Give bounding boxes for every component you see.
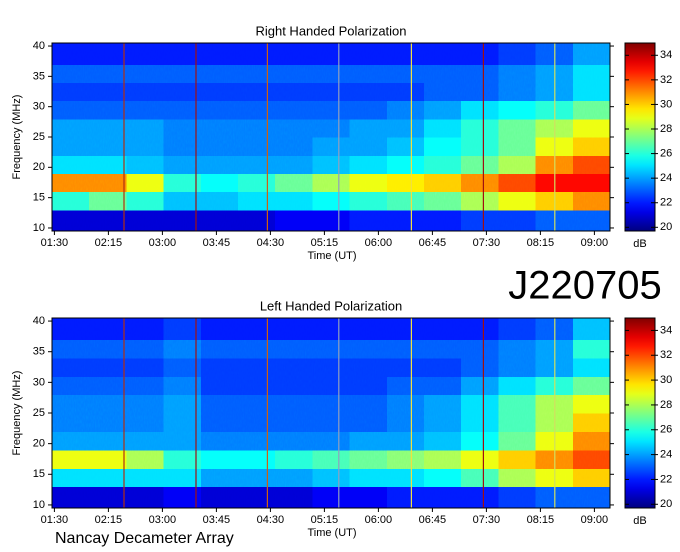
- y-tick-label: 25: [33, 407, 45, 419]
- x-tick-label: 08:15: [527, 514, 555, 526]
- y-tick-label: 35: [33, 70, 45, 82]
- colorbar-tick-label: 28: [660, 123, 672, 135]
- colorbar-tick-label: 32: [660, 74, 672, 86]
- y-tick-label: 20: [33, 161, 45, 173]
- texture: [52, 318, 610, 508]
- texture: [52, 43, 610, 231]
- y-tick-label: 40: [33, 315, 45, 327]
- y-tick-label: 40: [33, 40, 45, 52]
- x-tick-label: 06:00: [365, 237, 393, 249]
- x-tick-label: 03:00: [149, 514, 177, 526]
- x-tick-label: 06:45: [419, 514, 447, 526]
- x-tick-label: 01:30: [41, 514, 69, 526]
- x-tick-label: 06:45: [419, 237, 447, 249]
- colorbar-tick-label: 26: [660, 424, 672, 436]
- colorbar-tick-label: 22: [660, 473, 672, 485]
- y-tick-label: 25: [33, 131, 45, 143]
- y-tick-label: 15: [33, 468, 45, 480]
- colorbar: [624, 317, 656, 509]
- x-tick-label: 04:30: [257, 514, 285, 526]
- x-axis-label: Time (UT): [307, 527, 356, 539]
- heatmap: [52, 43, 610, 231]
- colorbar-tick-label: 28: [660, 399, 672, 411]
- x-tick-label: 09:00: [581, 514, 609, 526]
- y-tick-label: 15: [33, 192, 45, 204]
- x-tick-label: 03:45: [203, 514, 231, 526]
- colorbar: [624, 42, 656, 232]
- x-tick-label: 09:00: [581, 237, 609, 249]
- colorbar-tick-label: 24: [660, 172, 672, 184]
- colorbar-tick-label: 24: [660, 449, 672, 461]
- x-tick-label: 05:15: [311, 514, 339, 526]
- y-tick-label: 10: [33, 222, 45, 234]
- chart-title: Left Handed Polarization: [260, 298, 402, 313]
- y-tick-label: 30: [33, 101, 45, 113]
- colorbar-tick-label: 20: [660, 221, 672, 233]
- x-axis-label: Time (UT): [307, 250, 356, 262]
- heatmap: [52, 318, 610, 508]
- x-tick-label: 02:15: [95, 237, 123, 249]
- observation-id: J220705: [508, 264, 661, 308]
- colorbar-tick-label: 34: [660, 324, 672, 336]
- colorbar-label: dB: [633, 238, 646, 250]
- colorbar-tick-label: 22: [660, 197, 672, 209]
- colorbar-tick-label: 30: [660, 374, 672, 386]
- x-tick-label: 07:30: [473, 237, 501, 249]
- x-tick-label: 08:15: [527, 237, 555, 249]
- colorbar-tick-label: 26: [660, 147, 672, 159]
- colorbar-tick-label: 20: [660, 498, 672, 510]
- x-tick-label: 03:45: [203, 237, 231, 249]
- y-axis-label: Frequency (MHz): [11, 371, 23, 456]
- colorbar-label: dB: [633, 515, 646, 527]
- x-tick-label: 01:30: [41, 237, 69, 249]
- x-tick-label: 06:00: [365, 514, 393, 526]
- colorbar-tick-label: 32: [660, 349, 672, 361]
- x-tick-label: 05:15: [311, 237, 339, 249]
- y-tick-label: 20: [33, 438, 45, 450]
- y-tick-label: 35: [33, 346, 45, 358]
- x-tick-label: 07:30: [473, 514, 501, 526]
- instrument-label: Nancay Decameter Array: [55, 530, 234, 547]
- y-tick-label: 10: [33, 499, 45, 511]
- y-axis-label: Frequency (MHz): [11, 95, 23, 180]
- x-tick-label: 04:30: [257, 237, 285, 249]
- y-tick-label: 30: [33, 376, 45, 388]
- colorbar-tick-label: 30: [660, 98, 672, 110]
- x-tick-label: 02:15: [95, 514, 123, 526]
- x-tick-label: 03:00: [149, 237, 177, 249]
- chart-title: Right Handed Polarization: [255, 23, 406, 38]
- colorbar-tick-label: 34: [660, 49, 672, 61]
